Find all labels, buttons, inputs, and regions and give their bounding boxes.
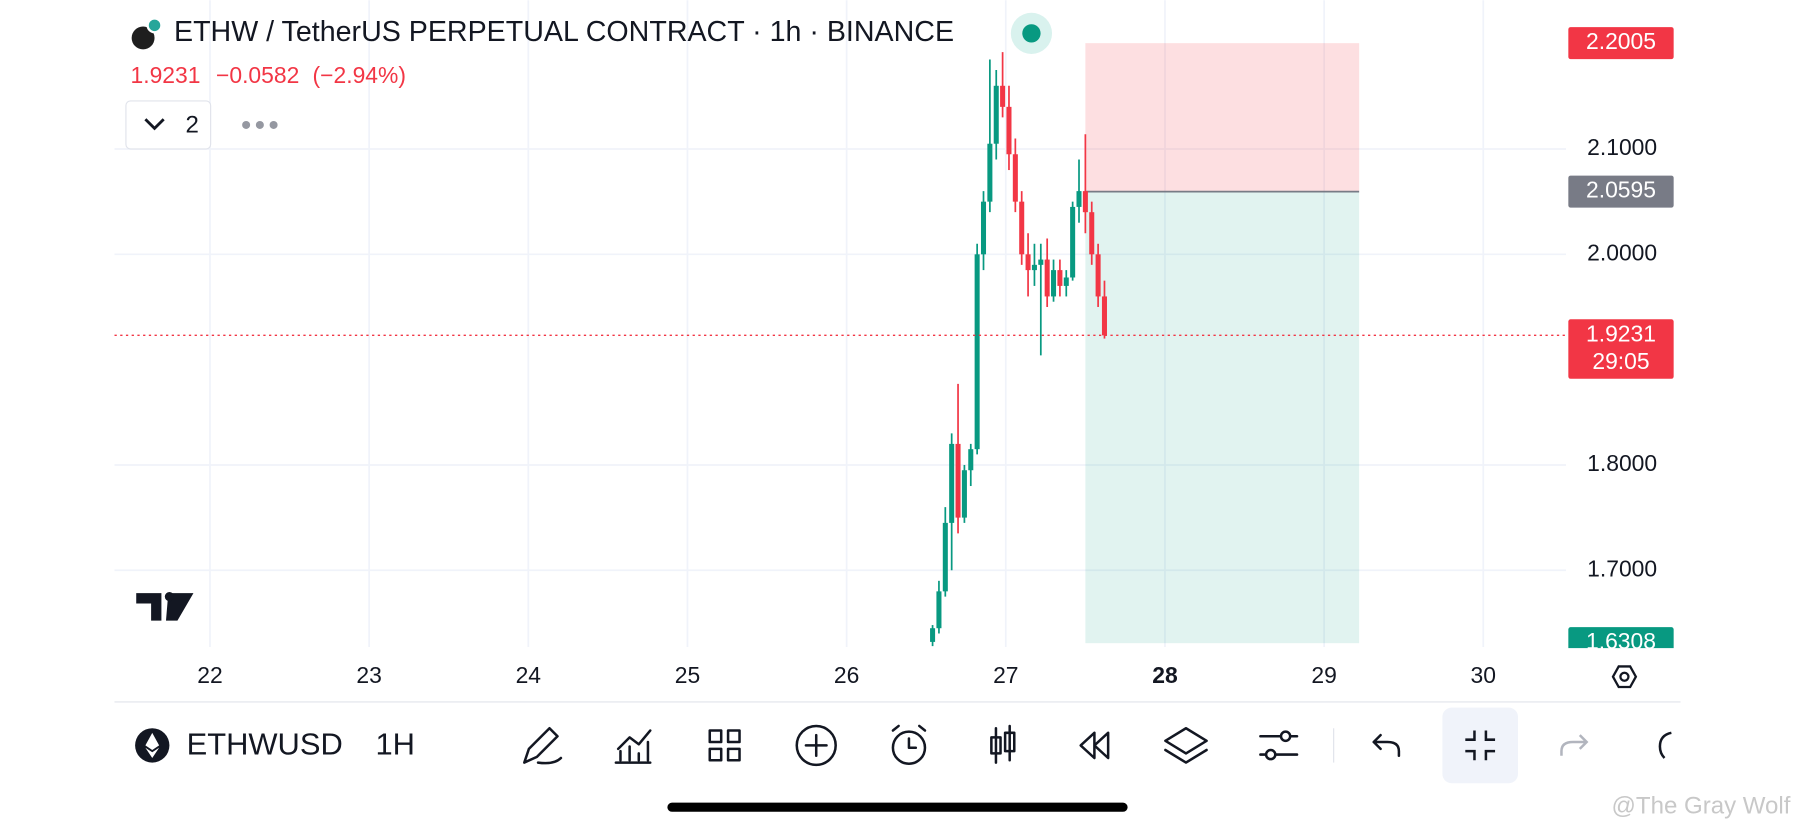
alert-icon[interactable] bbox=[891, 730, 927, 765]
price-tag bbox=[1568, 175, 1674, 208]
axis-mask bbox=[1562, 648, 1689, 662]
x-tick-label: 22 bbox=[197, 662, 222, 688]
x-tick-label: 24 bbox=[516, 662, 542, 688]
x-tick-label: 25 bbox=[675, 662, 700, 688]
x-tick-label: 30 bbox=[1471, 662, 1496, 688]
candle-body bbox=[1051, 270, 1057, 297]
change: −0.0582 bbox=[216, 62, 299, 88]
exit-fullscreen-icon[interactable] bbox=[1465, 730, 1496, 761]
candle-body bbox=[1063, 277, 1069, 286]
fullscreen-bg[interactable] bbox=[1442, 707, 1518, 784]
settings-icon-center bbox=[1619, 671, 1630, 682]
y-tick-label: 2.0000 bbox=[1587, 239, 1657, 265]
tv-logo-dot bbox=[164, 592, 175, 602]
home-indicator bbox=[667, 802, 1128, 812]
x-tick-label: 29 bbox=[1311, 662, 1336, 688]
candle-body bbox=[1012, 154, 1018, 202]
candle-body bbox=[1076, 191, 1082, 207]
symbol-logo bbox=[131, 26, 155, 50]
indicators-icon[interactable] bbox=[614, 729, 652, 764]
candle-body bbox=[1070, 206, 1076, 278]
edge-mask bbox=[1680, 687, 1795, 791]
price-tag bbox=[1568, 319, 1674, 379]
indicator-count: 2 bbox=[185, 111, 198, 138]
candle-body bbox=[1089, 212, 1095, 255]
candle-body bbox=[1000, 85, 1006, 107]
candle-body bbox=[1006, 106, 1012, 155]
price-line: 1.9231 −0.0582 (−2.94%) bbox=[131, 62, 407, 88]
settings-icon[interactable] bbox=[1611, 665, 1638, 689]
toolbar-icons bbox=[523, 724, 1401, 767]
entry-label: 2.0595 bbox=[1586, 177, 1656, 203]
candle-body bbox=[1025, 254, 1031, 271]
x-tick-label: 23 bbox=[356, 662, 381, 688]
hint-icon[interactable] bbox=[1658, 731, 1672, 759]
candle-body bbox=[980, 201, 987, 255]
indicator-toggle[interactable] bbox=[125, 100, 212, 150]
chevron bbox=[144, 118, 165, 131]
draw-icon[interactable] bbox=[523, 726, 563, 765]
candle-body bbox=[949, 443, 955, 523]
candle-body bbox=[974, 254, 980, 450]
layout-icon[interactable] bbox=[708, 729, 741, 762]
more-menu[interactable] bbox=[242, 120, 278, 129]
chart-title: ETHW / TetherUS PERPETUAL CONTRACT · 1h … bbox=[174, 16, 954, 48]
x-tick-label: 26 bbox=[834, 662, 859, 688]
candle-body bbox=[955, 443, 961, 518]
candles-icon[interactable] bbox=[990, 724, 1016, 764]
undo-icon[interactable] bbox=[1372, 733, 1401, 757]
candle-body bbox=[942, 522, 948, 592]
candle-body bbox=[968, 449, 974, 471]
x-tick-label: 27 bbox=[993, 662, 1018, 688]
layers-icon[interactable] bbox=[1164, 726, 1208, 764]
status-dot bbox=[1022, 24, 1041, 43]
candle-body bbox=[1031, 264, 1037, 271]
x-tick-label: 28 bbox=[1152, 662, 1178, 688]
y-tick-label: 1.7000 bbox=[1587, 555, 1657, 581]
price-tag bbox=[1568, 27, 1674, 60]
candle-body bbox=[936, 591, 942, 629]
candle-body bbox=[1095, 254, 1101, 297]
last-price: 1.9231 bbox=[131, 62, 201, 88]
add-icon[interactable] bbox=[795, 724, 837, 767]
redo-icon[interactable] bbox=[1560, 734, 1589, 756]
candle-body bbox=[1019, 201, 1025, 255]
interval[interactable]: 1H bbox=[375, 727, 415, 762]
replay-icon[interactable] bbox=[1079, 731, 1110, 760]
y-tick-label: 2.1000 bbox=[1587, 134, 1657, 160]
candle-body bbox=[961, 470, 967, 518]
watermark: @The Gray Wolf bbox=[1612, 793, 1791, 820]
change-percent: (−2.94%) bbox=[313, 62, 406, 88]
exchange-logo bbox=[146, 17, 163, 34]
candle-body bbox=[1057, 270, 1063, 286]
candle-body bbox=[1082, 191, 1088, 213]
plot-area bbox=[114, 0, 1567, 647]
candle-body bbox=[1044, 259, 1050, 297]
last-price-label: 1.9231 bbox=[1586, 320, 1656, 346]
stop-label: 2.2005 bbox=[1586, 28, 1656, 54]
stop-zone bbox=[1085, 43, 1360, 192]
candle-body bbox=[1101, 296, 1107, 336]
candle-body bbox=[987, 143, 993, 202]
candle-body bbox=[930, 628, 936, 642]
countdown: 29:05 bbox=[1592, 348, 1649, 374]
symbol[interactable]: ETHWUSD bbox=[187, 727, 343, 762]
target-zone bbox=[1085, 191, 1360, 644]
candle-body bbox=[993, 85, 999, 144]
tv-logo bbox=[136, 593, 194, 621]
y-tick-label: 1.8000 bbox=[1587, 450, 1657, 476]
candle-body bbox=[1038, 259, 1044, 265]
